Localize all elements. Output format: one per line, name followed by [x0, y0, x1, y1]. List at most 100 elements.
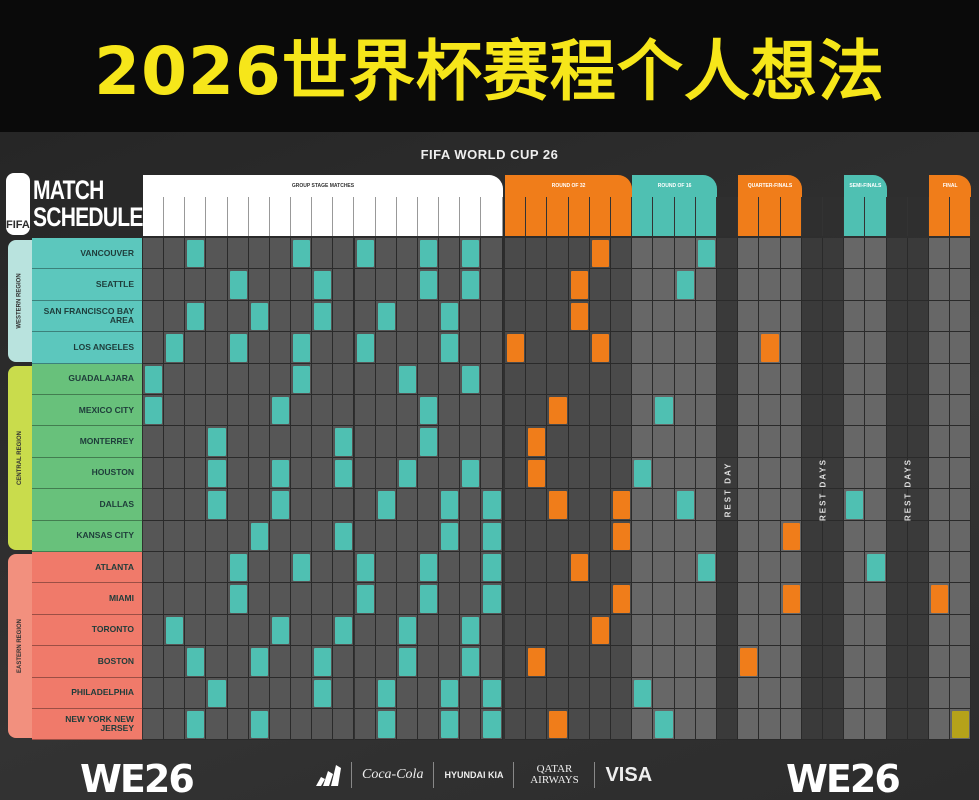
grid-cell	[759, 300, 781, 333]
grid-cell	[312, 457, 334, 490]
grid-cell	[589, 395, 611, 427]
grid-cell	[291, 520, 313, 552]
group-match-cell	[462, 648, 480, 676]
grid-cell	[547, 552, 569, 584]
city-label: SAN FRANCISCO BAY AREA	[32, 300, 142, 333]
grid-cell	[206, 269, 228, 301]
grid-cell	[547, 520, 569, 552]
grid-cell	[823, 269, 845, 301]
sponsor-qatar-airways: QATAR AIRWAYS	[530, 763, 579, 786]
r32-match-cell	[549, 397, 567, 425]
date-header-cell	[929, 197, 951, 236]
grid-cell	[481, 426, 503, 458]
region-label: CENTRAL REGION	[8, 365, 32, 550]
grid-cell	[269, 332, 292, 364]
date-header-cell	[907, 197, 929, 236]
grid-cell	[248, 395, 270, 427]
date-header-cell	[823, 197, 845, 236]
grid-cell	[844, 552, 866, 584]
grid-cell	[717, 709, 739, 741]
grid-cell	[460, 677, 482, 709]
grid-cell	[568, 457, 590, 490]
grid-cell	[505, 583, 527, 615]
grid-cell	[801, 583, 823, 615]
grid-cell	[143, 269, 165, 301]
grid-cell	[738, 395, 760, 427]
grid-cell	[801, 332, 823, 364]
grid-cell	[738, 426, 760, 458]
grid-cell	[589, 583, 611, 615]
grid-cell	[526, 614, 548, 647]
grid-cell	[227, 238, 249, 270]
grid-cell	[481, 238, 503, 270]
grid-cell	[526, 552, 548, 584]
group-match-cell	[250, 711, 268, 739]
fifa-world-cup-title: FIFA WORLD CUP 26	[420, 147, 559, 162]
grid-cell	[143, 489, 165, 521]
grid-cell	[653, 238, 675, 270]
group-match-cell	[441, 679, 459, 707]
grid-cell	[333, 552, 355, 584]
r32-match-cell	[613, 491, 631, 519]
grid-cell	[375, 646, 397, 678]
grid-cell	[886, 238, 908, 270]
grid-cell	[206, 332, 228, 364]
grid-cell	[227, 300, 249, 333]
city-label: GUADALAJARA	[32, 363, 142, 395]
grid-cell	[333, 300, 355, 333]
region-label: EASTERN REGION	[8, 554, 32, 739]
grid-cell	[227, 520, 249, 552]
grid-cell	[717, 614, 739, 647]
grid-cell	[695, 677, 717, 709]
grid-cell	[164, 395, 186, 427]
grid-cell	[291, 269, 313, 301]
grid-cell	[589, 709, 611, 741]
grid-cell	[759, 677, 781, 709]
grid-cell	[269, 583, 292, 615]
grid-cell	[844, 614, 866, 647]
grid-cell	[907, 363, 929, 395]
logo-line-2: SCHEDULE	[32, 202, 143, 232]
group-match-cell	[462, 271, 480, 299]
grid-cell	[865, 269, 887, 301]
grid-cell	[505, 395, 527, 427]
grid-cell	[505, 363, 527, 395]
grid-cell	[674, 238, 696, 270]
city-label: DALLAS	[32, 489, 142, 521]
grid-cell	[823, 457, 845, 490]
city-label: LOS ANGELES	[32, 332, 142, 364]
grid-cell	[907, 709, 929, 741]
grid-cell	[333, 709, 355, 741]
grid-cell	[865, 520, 887, 552]
grid-cell	[417, 332, 440, 364]
grid-cell	[823, 614, 845, 647]
city-label: HOUSTON	[32, 457, 142, 490]
grid-cell	[823, 709, 845, 741]
grid-cell	[481, 646, 503, 678]
grid-cell	[460, 489, 482, 521]
grid-cell	[227, 426, 249, 458]
grid-cell	[780, 489, 802, 521]
grid-cell	[929, 646, 951, 678]
r32-match-cell	[591, 240, 609, 268]
rest-day-label: REST DAYS	[818, 457, 828, 522]
grid-cell	[439, 238, 461, 270]
grid-cell	[801, 395, 823, 427]
grid-cell	[547, 300, 569, 333]
grid-cell	[396, 426, 418, 458]
grid-cell	[185, 332, 207, 364]
grid-cell	[759, 520, 781, 552]
sponsor-visa: VISA	[605, 763, 653, 786]
grid-cell	[695, 363, 717, 395]
section-tab-final: FINAL	[929, 175, 972, 197]
grid-cell	[547, 363, 569, 395]
grid-cell	[312, 583, 334, 615]
grid-cell	[417, 520, 440, 552]
grid-cell	[929, 300, 951, 333]
group-match-cell	[271, 491, 290, 519]
grid-cell	[907, 300, 929, 333]
grid-cell	[865, 300, 887, 333]
grid-cell	[653, 646, 675, 678]
grid-cell	[780, 300, 802, 333]
grid-cell	[505, 614, 527, 647]
